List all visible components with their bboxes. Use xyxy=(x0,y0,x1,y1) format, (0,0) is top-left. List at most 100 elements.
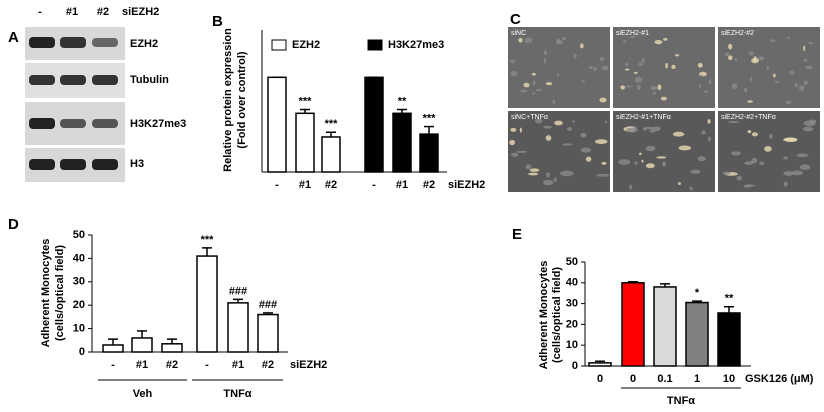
cell xyxy=(572,120,575,123)
cell xyxy=(672,131,685,137)
x-tick-label: #1 xyxy=(136,359,148,371)
significance: ### xyxy=(259,299,277,311)
cell xyxy=(747,130,752,134)
blot-row-label: H3K27me3 xyxy=(130,118,186,130)
significance: ** xyxy=(398,95,407,107)
cell xyxy=(519,127,522,133)
micrograph-label: siNC xyxy=(511,30,526,37)
cell xyxy=(749,76,753,82)
bar xyxy=(196,255,218,353)
x-axis-title: GSK126 (μM) xyxy=(745,373,814,385)
y-axis-title: Adherent Monocytes xyxy=(40,239,52,348)
cell xyxy=(626,127,638,133)
significance: *** xyxy=(423,112,437,124)
bar xyxy=(102,344,124,353)
cell xyxy=(638,152,642,156)
y-tick-label: 30 xyxy=(73,276,85,288)
legend-label: H3K27me3 xyxy=(388,39,444,51)
panel-c: C siNC siEZH2-#1 siEZH2-#2 siNC+TNFα siEZH2-… xyxy=(508,11,820,192)
cell xyxy=(638,62,644,66)
cell xyxy=(543,179,554,186)
y-tick-label: 30 xyxy=(566,298,578,310)
y-tick-label: 10 xyxy=(566,339,578,351)
cell xyxy=(751,132,758,137)
cell xyxy=(809,119,817,124)
significance: ** xyxy=(725,293,734,305)
cell xyxy=(697,156,706,162)
cell xyxy=(799,164,811,171)
panel-label: E xyxy=(512,226,522,243)
blot-row-label: EZH2 xyxy=(130,38,158,50)
cell xyxy=(636,84,641,91)
cell xyxy=(783,171,795,176)
y-axis-title: Relative protein expression xyxy=(222,28,234,172)
chart: E Adherent Monocytes (cells/optical field)… xyxy=(512,226,814,407)
cell xyxy=(623,40,627,44)
y-tick-label: 20 xyxy=(73,299,85,311)
bar xyxy=(227,302,249,353)
cell xyxy=(599,57,605,62)
x-tick-label: - xyxy=(111,359,115,371)
cell xyxy=(803,80,808,86)
cell xyxy=(805,65,813,70)
cell xyxy=(783,156,788,160)
cell xyxy=(663,38,668,41)
micrograph xyxy=(718,27,820,108)
cell xyxy=(743,87,748,93)
cell xyxy=(509,139,516,146)
cell xyxy=(642,128,647,131)
blot-row-label: H3 xyxy=(130,158,144,170)
cell xyxy=(510,127,517,132)
x-tick-label: 0 xyxy=(630,373,636,385)
cell xyxy=(545,82,553,86)
bar xyxy=(131,337,153,353)
cell xyxy=(511,152,519,157)
cell xyxy=(650,86,658,91)
cell xyxy=(562,36,567,41)
cell xyxy=(703,90,709,93)
cell xyxy=(535,88,542,92)
cell xyxy=(601,65,609,71)
bar xyxy=(419,133,439,173)
panel-label: B xyxy=(212,13,223,30)
y-axis-title: (cells/optical field) xyxy=(551,267,563,363)
cell xyxy=(808,41,813,45)
legend-swatch xyxy=(367,39,383,51)
cell xyxy=(744,162,748,165)
cell xyxy=(677,182,681,185)
bar xyxy=(321,136,341,173)
panel-a: A - #1 #2 siEZH2 EZH2 Tubulin H3K27me3 H… xyxy=(8,6,186,182)
cell xyxy=(675,54,680,57)
cell xyxy=(736,175,742,181)
cell xyxy=(593,66,597,72)
cell xyxy=(559,170,574,177)
y-tick-label: 50 xyxy=(566,256,578,268)
bar xyxy=(685,301,709,367)
cell xyxy=(545,135,552,141)
cell xyxy=(543,125,552,129)
cell xyxy=(580,147,592,153)
cell xyxy=(751,157,758,164)
x-axis-title: siEZH2 xyxy=(290,359,327,371)
cell xyxy=(728,55,733,61)
cell xyxy=(698,84,702,88)
group-label: TNFα xyxy=(223,388,251,400)
y-axis-title: Adherent Monocytes xyxy=(538,261,550,370)
x-tick-label: - xyxy=(205,359,209,371)
cell xyxy=(618,159,631,165)
cell xyxy=(774,80,780,84)
bar xyxy=(717,312,741,367)
cell xyxy=(690,169,701,174)
bar xyxy=(621,282,645,367)
cell xyxy=(662,161,666,167)
cell xyxy=(534,118,543,124)
blot-strips xyxy=(25,27,125,182)
x-tick-label: 1 xyxy=(694,373,700,385)
significance: *** xyxy=(299,95,313,107)
cell xyxy=(641,159,644,163)
x-tick-label: #2 xyxy=(166,359,178,371)
cell xyxy=(553,177,557,182)
cell xyxy=(645,163,655,169)
panel-label: A xyxy=(8,29,19,46)
lane-label: - xyxy=(38,6,42,18)
